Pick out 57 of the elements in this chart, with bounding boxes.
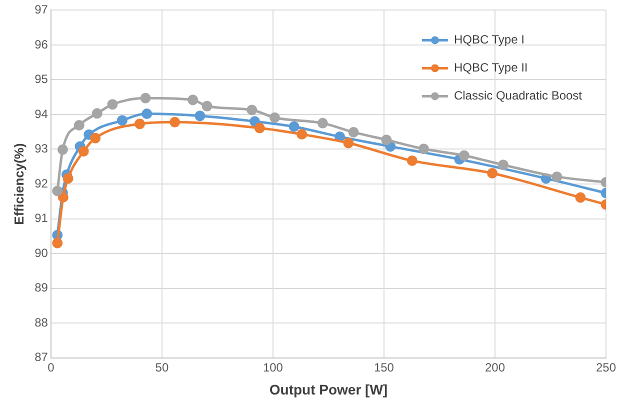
y-tick-label: 87 xyxy=(34,350,48,364)
x-tick-label: 50 xyxy=(155,360,169,374)
y-tick-label: 93 xyxy=(34,142,48,156)
point xyxy=(52,186,63,196)
point xyxy=(343,138,354,148)
point xyxy=(348,126,359,138)
point xyxy=(142,108,152,120)
point xyxy=(406,155,418,166)
point xyxy=(58,192,68,202)
point xyxy=(250,116,260,127)
y-tick-label: 97 xyxy=(34,2,48,17)
point xyxy=(202,100,212,112)
point xyxy=(288,121,300,132)
point xyxy=(458,150,470,161)
y-axis-title: Efficiency(%) xyxy=(11,143,26,225)
point xyxy=(575,192,586,203)
point xyxy=(269,112,280,123)
x-tick-label: 200 xyxy=(484,360,506,374)
y-tick-label: 94 xyxy=(34,106,48,121)
point xyxy=(188,94,198,106)
point xyxy=(381,134,392,146)
y-tick-label: 88 xyxy=(34,315,48,330)
point xyxy=(170,116,180,128)
point xyxy=(90,132,101,144)
point xyxy=(487,168,498,178)
y-tick-label: 90 xyxy=(34,246,48,260)
x-axis-title: Output Power [W] xyxy=(269,381,388,398)
y-tick-label: 96 xyxy=(34,37,48,52)
point xyxy=(74,120,84,131)
y-tick-label: 89 xyxy=(34,280,48,295)
point xyxy=(116,115,128,126)
point xyxy=(194,110,206,122)
point xyxy=(107,99,118,110)
point xyxy=(552,171,562,182)
x-tick-label: 150 xyxy=(374,360,394,374)
point xyxy=(78,146,89,157)
legend-label: Classic Quadratic Boost xyxy=(454,88,583,103)
y-tick-label: 92 xyxy=(34,176,48,190)
point xyxy=(62,173,74,184)
point xyxy=(140,92,151,104)
y-tick-label: 95 xyxy=(34,72,48,86)
point xyxy=(134,118,146,130)
point xyxy=(52,238,63,248)
point xyxy=(317,118,328,128)
x-tick-label: 100 xyxy=(262,360,284,374)
point xyxy=(254,122,265,134)
y-tick-label: 91 xyxy=(34,211,48,226)
point xyxy=(498,160,508,170)
point xyxy=(418,144,429,154)
point xyxy=(296,129,308,140)
point xyxy=(92,108,102,119)
legend-label: HQBC Type II xyxy=(454,60,528,75)
legend-label: HQBC Type I xyxy=(454,32,524,47)
x-tick-label: 250 xyxy=(596,360,616,374)
x-tick-label: 0 xyxy=(48,360,55,374)
point xyxy=(246,104,258,116)
point xyxy=(57,144,68,155)
